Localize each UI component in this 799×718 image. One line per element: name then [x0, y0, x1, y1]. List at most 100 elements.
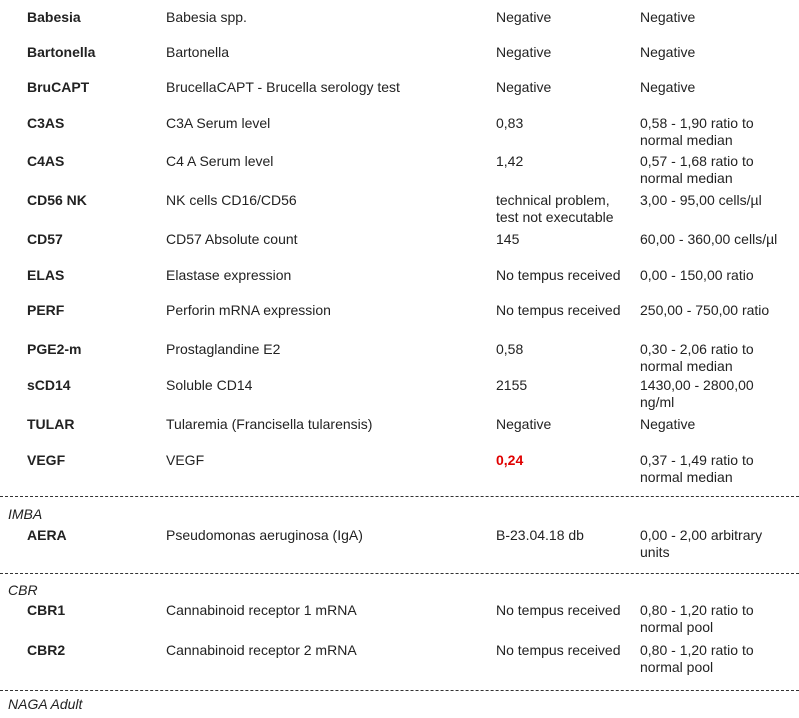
- range-line: Negative: [640, 416, 696, 432]
- range-line: 1430,00 - 2800,00: [640, 377, 754, 393]
- result-line: 2155: [496, 377, 528, 393]
- section-separator: [0, 573, 799, 574]
- result: 0,58: [496, 341, 523, 358]
- test-code: Bartonella: [27, 44, 96, 60]
- test-name: Pseudomonas aeruginosa (IgA): [166, 527, 363, 543]
- test-code: CD56 NK: [27, 192, 87, 208]
- result-line: Negative: [496, 416, 552, 432]
- range-line: normal pool: [640, 659, 714, 675]
- test-name: Perforin mRNA expression: [166, 302, 331, 318]
- result: Negative: [496, 44, 551, 61]
- range-line: 60,00 - 360,00 cells/µl: [640, 231, 778, 247]
- result: No tempus received: [496, 267, 621, 284]
- range: Negative: [640, 79, 695, 96]
- range-line: normal median: [640, 132, 733, 148]
- range-line: normal median: [640, 469, 733, 485]
- result: 2155: [496, 377, 527, 394]
- range: Negative: [640, 9, 695, 26]
- test-name: Bartonella: [166, 44, 230, 60]
- range: 0,57 - 1,68 ratio to normal median: [640, 153, 754, 187]
- range: 0,00 - 2,00 arbitrary units: [640, 527, 762, 561]
- result-line: No tempus received: [496, 302, 621, 318]
- range-line: 0,30 - 2,06 ratio to: [640, 341, 754, 357]
- test-name: Tularemia (Francisella tularensis): [166, 416, 373, 432]
- result-line: No tempus received: [496, 267, 621, 283]
- test-code: PERF: [27, 302, 65, 318]
- result-line: Negative: [496, 9, 552, 25]
- range: 0,00 - 150,00 ratio: [640, 267, 754, 284]
- range-line: ng/ml: [640, 394, 675, 410]
- range-line: 0,00 - 2,00 arbitrary: [640, 527, 763, 543]
- result-line: test not executable: [496, 209, 614, 225]
- range: 0,37 - 1,49 ratio to normal median: [640, 452, 754, 486]
- section-separator: [0, 496, 799, 497]
- result: 1,42: [496, 153, 523, 170]
- range-line: Negative: [640, 44, 696, 60]
- range-line: units: [640, 544, 670, 560]
- range: 250,00 - 750,00 ratio: [640, 302, 769, 319]
- range-line: normal median: [640, 358, 733, 374]
- range-line: 0,80 - 1,20 ratio to: [640, 602, 754, 618]
- test-code: sCD14: [27, 377, 71, 393]
- result: Negative: [496, 9, 551, 26]
- range: Negative: [640, 416, 695, 433]
- result-line: B-23.04.18 db: [496, 527, 584, 543]
- section-title: IMBA: [8, 506, 43, 522]
- result: 0,83: [496, 115, 523, 132]
- test-code: TULAR: [27, 416, 75, 432]
- section-title: NAGA Adult: [8, 696, 83, 712]
- section-separator: [0, 690, 799, 691]
- test-code: BruCAPT: [27, 79, 90, 95]
- result: 0,24: [496, 452, 523, 469]
- result: Negative: [496, 416, 551, 433]
- result: B-23.04.18 db: [496, 527, 584, 544]
- result: No tempus received: [496, 602, 621, 619]
- range-line: 3,00 - 95,00 cells/µl: [640, 192, 762, 208]
- test-name: Prostaglandine E2: [166, 341, 281, 357]
- test-name: Elastase expression: [166, 267, 292, 283]
- result-line: 0,83: [496, 115, 524, 131]
- range-line: Negative: [640, 79, 696, 95]
- range: 0,80 - 1,20 ratio to normal pool: [640, 602, 754, 636]
- range-line: 0,57 - 1,68 ratio to: [640, 153, 754, 169]
- range: 1430,00 - 2800,00 ng/ml: [640, 377, 754, 411]
- result-line: Negative: [496, 44, 552, 60]
- range-line: 0,80 - 1,20 ratio to: [640, 642, 754, 658]
- result-line: 1,42: [496, 153, 524, 169]
- range-line: 0,37 - 1,49 ratio to: [640, 452, 754, 468]
- result-line: 0,24: [496, 452, 524, 468]
- test-code: CBR1: [27, 602, 66, 618]
- result: technical problem, test not executable: [496, 192, 614, 226]
- range-line: 250,00 - 750,00 ratio: [640, 302, 770, 318]
- test-name: BrucellaCAPT - Brucella serology test: [166, 79, 400, 95]
- test-name: Cannabinoid receptor 1 mRNA: [166, 602, 357, 618]
- result-line: No tempus received: [496, 602, 621, 618]
- range: 60,00 - 360,00 cells/µl: [640, 231, 777, 248]
- range: 0,30 - 2,06 ratio to normal median: [640, 341, 754, 375]
- test-code: VEGF: [27, 452, 66, 468]
- result-line: No tempus received: [496, 642, 621, 658]
- test-code: PGE2-m: [27, 341, 82, 357]
- section-title: CBR: [8, 582, 38, 598]
- test-name: Cannabinoid receptor 2 mRNA: [166, 642, 357, 658]
- range-line: Negative: [640, 9, 696, 25]
- range: 0,58 - 1,90 ratio to normal median: [640, 115, 754, 149]
- result: Negative: [496, 79, 551, 96]
- test-name: NK cells CD16/CD56: [166, 192, 297, 208]
- range: 3,00 - 95,00 cells/µl: [640, 192, 762, 209]
- test-code: C4AS: [27, 153, 65, 169]
- test-name: Babesia spp.: [166, 9, 247, 25]
- result-line: 0,58: [496, 341, 524, 357]
- result: No tempus received: [496, 642, 621, 659]
- result: No tempus received: [496, 302, 621, 319]
- test-name: C4 A Serum level: [166, 153, 274, 169]
- range-line: 0,58 - 1,90 ratio to: [640, 115, 754, 131]
- result: 145: [496, 231, 519, 248]
- test-code: ELAS: [27, 267, 65, 283]
- result-line: 145: [496, 231, 520, 247]
- test-name: CD57 Absolute count: [166, 231, 298, 247]
- result-line: Negative: [496, 79, 552, 95]
- result-line: technical problem,: [496, 192, 610, 208]
- range: 0,80 - 1,20 ratio to normal pool: [640, 642, 754, 676]
